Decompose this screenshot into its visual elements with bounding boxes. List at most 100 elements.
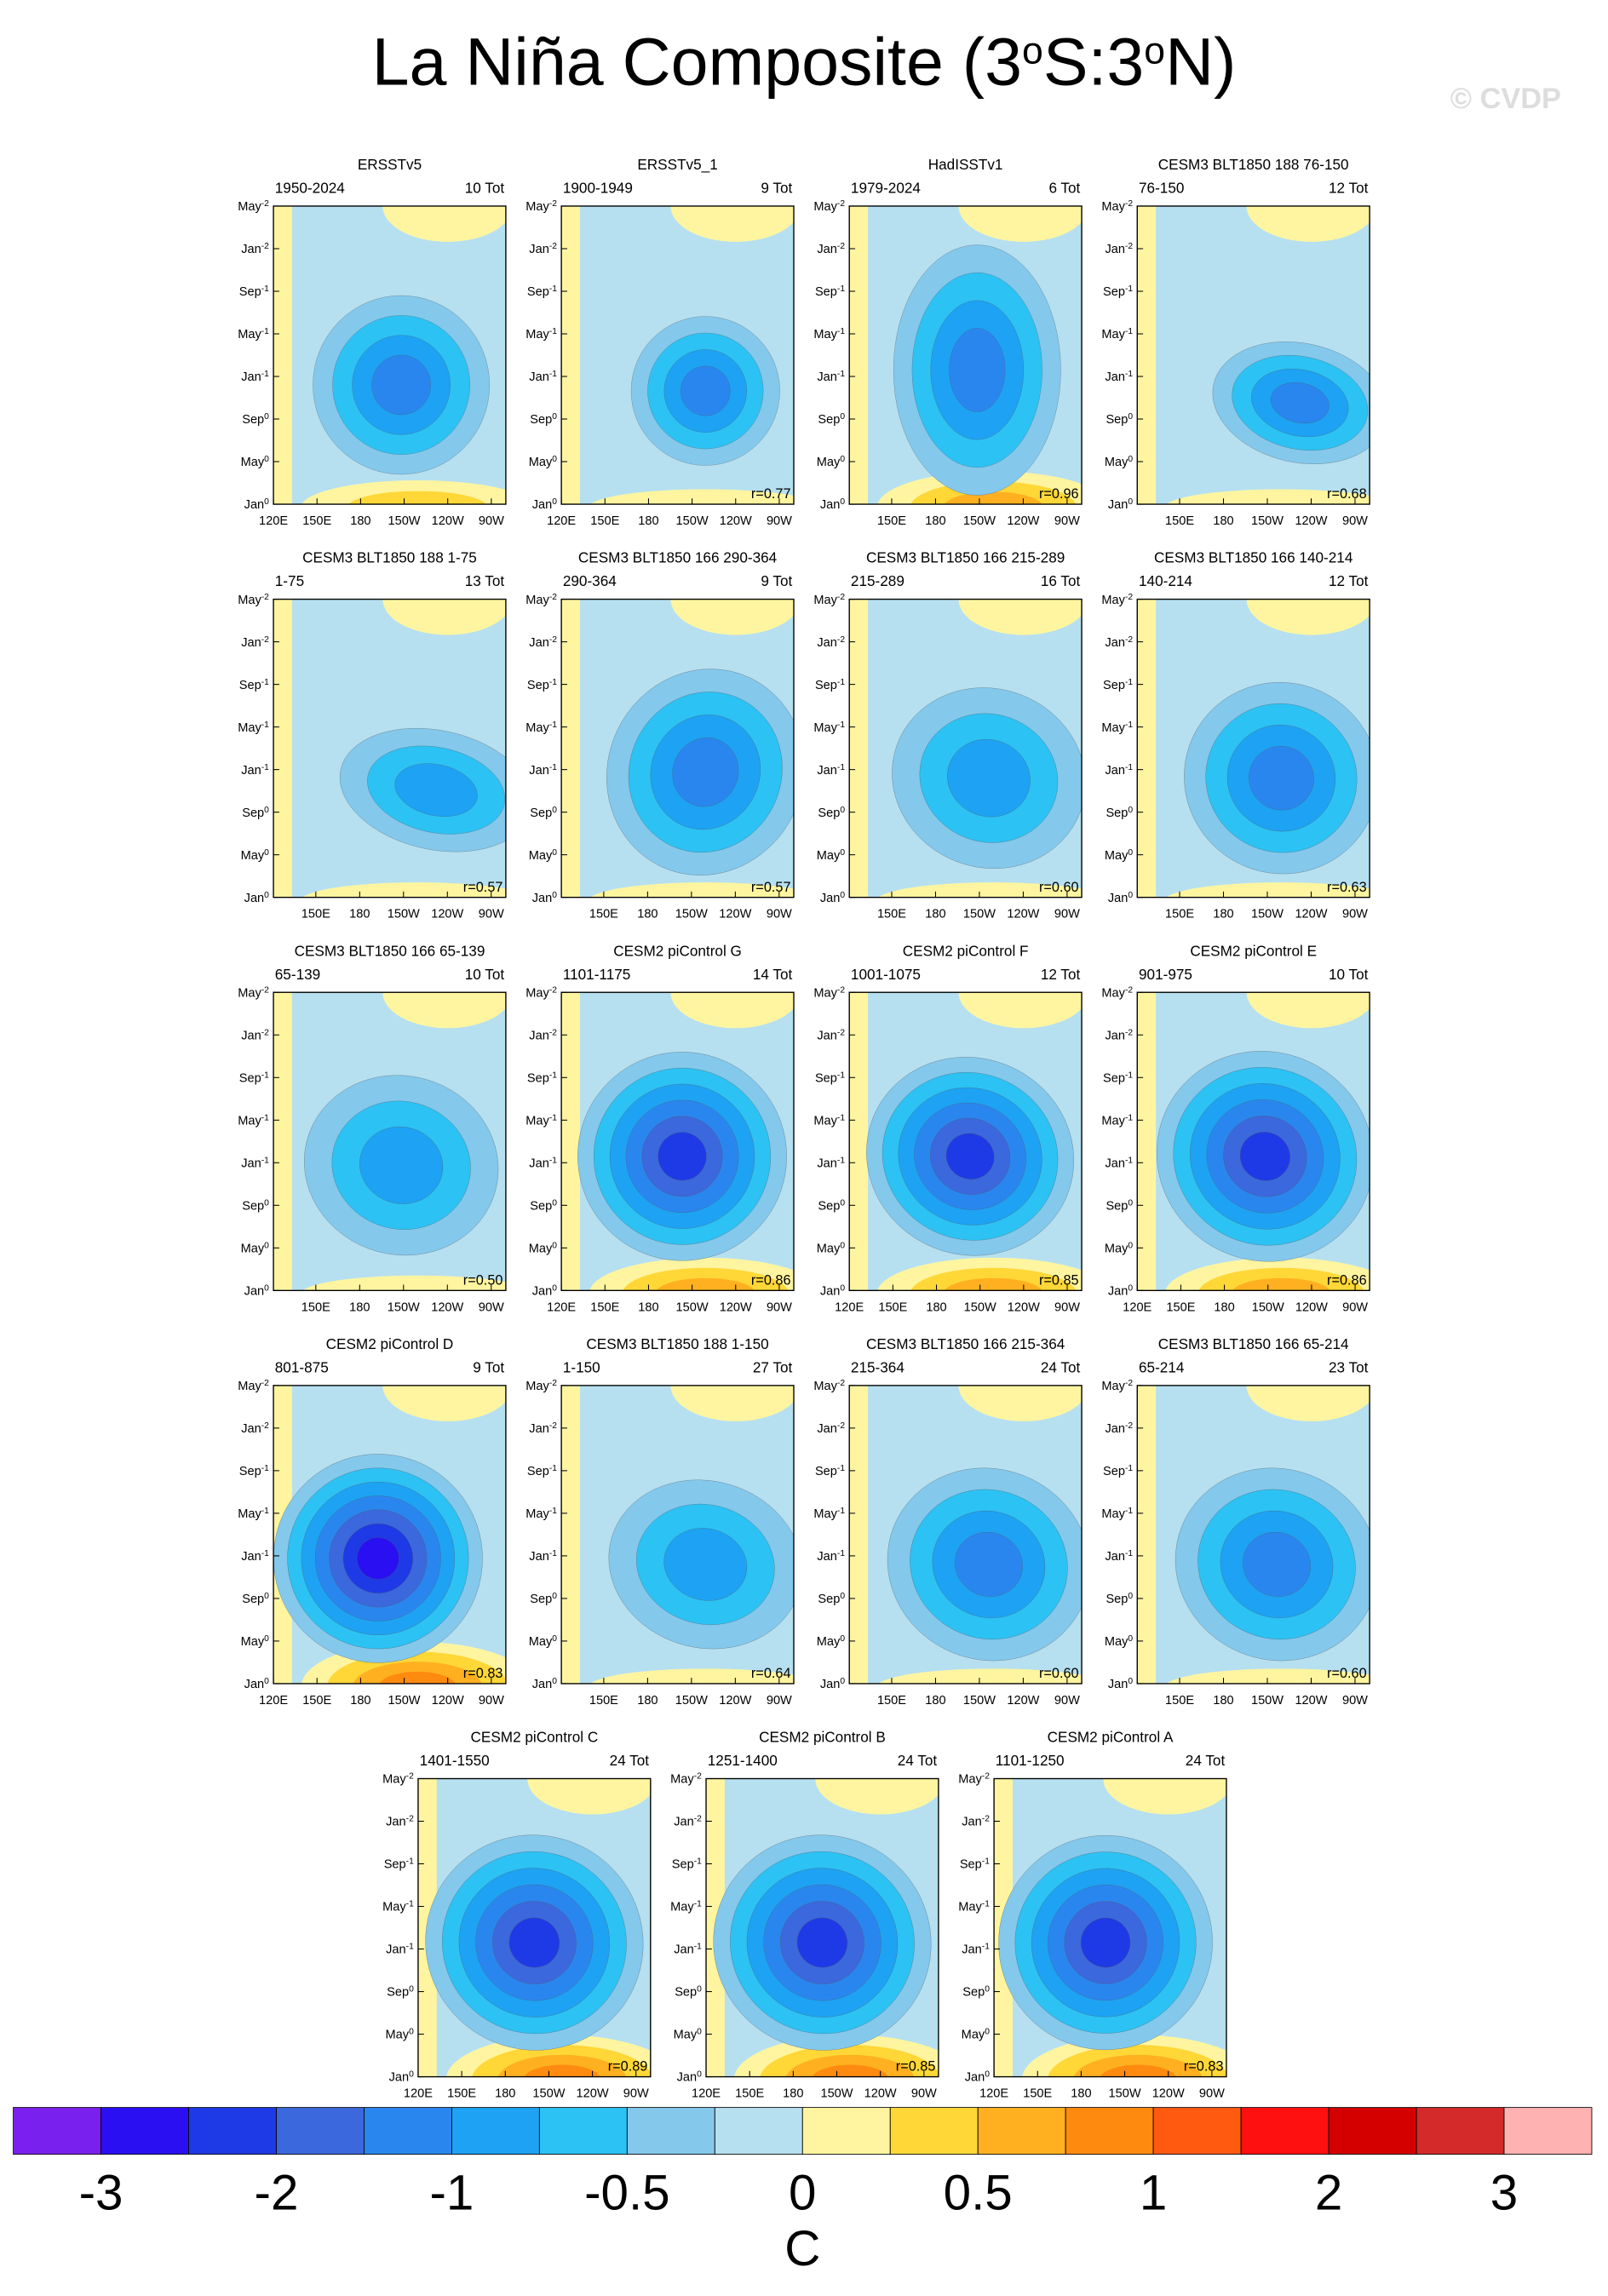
y-tick-label-text: Sep bbox=[242, 1593, 264, 1606]
x-tick-label: 180 bbox=[926, 1300, 946, 1314]
y-tick-label-text: Sep bbox=[1106, 1593, 1128, 1606]
y-tick-label-sup: -1 bbox=[1125, 1113, 1133, 1122]
y-tick-label-text: Sep bbox=[672, 1858, 694, 1872]
y-tick-label-text: May bbox=[529, 1242, 553, 1255]
y-tick-label: Jan0 bbox=[532, 1677, 558, 1692]
contour-field bbox=[849, 1385, 1083, 1684]
y-tick-label: Jan0 bbox=[244, 497, 270, 513]
y-tick-label-text: Sep bbox=[818, 413, 840, 427]
y-tick-label: Sep0 bbox=[1106, 1592, 1133, 1607]
y-tick-label-sup: 0 bbox=[1128, 412, 1133, 422]
plot-frame bbox=[705, 1777, 939, 2078]
y-tick-label-sup: -1 bbox=[1125, 1156, 1133, 1165]
y-tick-label: May0 bbox=[962, 2027, 991, 2042]
colorbar-tick-label: 0.5 bbox=[944, 2166, 1013, 2221]
y-tick-label-text: May bbox=[529, 1635, 553, 1649]
y-tick-label-text: Jan bbox=[529, 1550, 549, 1564]
x-tick-label: 120W bbox=[577, 2087, 609, 2101]
y-tick-label-text: Jan bbox=[965, 2071, 985, 2085]
y-tick-label: Sep-1 bbox=[1103, 677, 1133, 692]
y-tick-label-sup: 0 bbox=[840, 497, 845, 507]
y-tick-label-sup: -1 bbox=[837, 677, 845, 686]
y-tick-label: Sep-1 bbox=[239, 677, 269, 692]
y-tick-label-sup: 0 bbox=[1128, 1241, 1133, 1250]
correlation-label: r=0.57 bbox=[751, 880, 791, 895]
y-tick-label: Jan-2 bbox=[529, 1028, 557, 1042]
panel: CESM3 BLT1850 188 1-150 1-150 27 Tot r=0.64… bbox=[525, 1335, 795, 1708]
y-tick-label-text: Jan bbox=[1108, 498, 1128, 512]
x-tick-label: 180 bbox=[637, 908, 658, 921]
correlation-label: r=0.50 bbox=[463, 1272, 503, 1288]
y-tick-label: Jan-1 bbox=[817, 1549, 845, 1564]
y-tick-label-sup: -1 bbox=[261, 720, 269, 729]
y-tick-label-sup: -1 bbox=[837, 1071, 845, 1080]
x-tick-label: 120W bbox=[1295, 1300, 1328, 1314]
y-tick-label-text: May bbox=[1105, 1242, 1128, 1255]
panel-left-text: 290-364 bbox=[563, 572, 617, 589]
y-tick-label: Jan-1 bbox=[529, 1549, 557, 1564]
panel-right-text: 23 Tot bbox=[1329, 1358, 1369, 1375]
y-tick-label-sup: 0 bbox=[552, 1677, 557, 1686]
y-tick-label-sup: -1 bbox=[837, 1156, 845, 1165]
y-tick-label-sup: -2 bbox=[1125, 1028, 1133, 1037]
panel-left-text: 1251-1400 bbox=[708, 1752, 778, 1769]
y-tick-label-text: May bbox=[1101, 1114, 1125, 1128]
x-tick-label: 150E bbox=[589, 1694, 618, 1708]
contour-fill bbox=[945, 1133, 995, 1180]
y-tick-label-sup: -1 bbox=[1125, 677, 1133, 686]
y-tick-label-text: May bbox=[1101, 1380, 1125, 1393]
x-tick-label: 90W bbox=[479, 1300, 504, 1314]
y-tick-label: Sep0 bbox=[1106, 1198, 1133, 1214]
y-tick-label-sup: 0 bbox=[840, 412, 845, 422]
colorbar-box bbox=[801, 2107, 891, 2155]
contour-field bbox=[273, 205, 506, 505]
contour-fill bbox=[1232, 1277, 1330, 1291]
y-tick-label-sup: -1 bbox=[982, 1857, 990, 1866]
contour-fill bbox=[561, 992, 580, 1291]
panel-title: CESM2 piControl B bbox=[759, 1729, 886, 1746]
y-tick-label: May-1 bbox=[525, 327, 557, 342]
y-tick-label-text: Jan bbox=[386, 1943, 406, 1957]
x-tick-label: 150E bbox=[1165, 1694, 1194, 1708]
y-tick-label-text: Sep bbox=[1103, 1071, 1125, 1085]
y-tick-label-text: May bbox=[529, 849, 553, 863]
y-tick-label-text: Sep bbox=[242, 413, 264, 427]
y-tick-label-sup: -1 bbox=[261, 284, 269, 294]
plot-frame bbox=[848, 991, 1083, 1292]
contour-fill bbox=[1166, 489, 1370, 505]
y-tick-label-sup: -2 bbox=[549, 199, 557, 209]
y-tick-label-text: May bbox=[813, 1507, 837, 1521]
y-tick-label: Jan-2 bbox=[529, 242, 557, 256]
y-tick-label-text: Jan bbox=[677, 2071, 698, 2085]
x-tick-label: 150E bbox=[735, 2087, 764, 2101]
y-tick-label: May0 bbox=[241, 847, 270, 863]
y-tick-label-sup: -2 bbox=[549, 1421, 557, 1431]
y-tick-label-sup: -1 bbox=[1125, 284, 1133, 294]
panel-left-text: 140-214 bbox=[1139, 572, 1192, 589]
contour-fill bbox=[849, 1385, 869, 1684]
contour-fill bbox=[955, 1532, 1023, 1597]
y-tick-label-sup: -1 bbox=[261, 1549, 269, 1558]
y-tick-label: May0 bbox=[1105, 1241, 1134, 1255]
y-tick-label: Jan-2 bbox=[529, 1421, 557, 1436]
y-tick-label: Jan-1 bbox=[1105, 370, 1133, 385]
x-tick-label: 90W bbox=[1054, 908, 1080, 921]
y-tick-label: May0 bbox=[529, 455, 558, 470]
y-tick-label: Jan-2 bbox=[1105, 242, 1133, 256]
panel-title: CESM2 piControl C bbox=[471, 1729, 599, 1746]
y-tick-label-sup: 0 bbox=[840, 455, 845, 464]
panel: ERSSTv5 1950-2024 10 Tot 120E 150E 180 150W 120… bbox=[238, 156, 507, 528]
panel-left-text: 65-214 bbox=[1139, 1358, 1185, 1375]
y-tick-label-sup: 0 bbox=[264, 890, 269, 899]
x-tick-label: 150W bbox=[532, 2087, 565, 2101]
contour-fill bbox=[302, 1275, 506, 1291]
x-tick-label: 150W bbox=[964, 1300, 996, 1314]
y-tick-label-sup: -1 bbox=[406, 1942, 414, 1951]
contour-fill bbox=[379, 1671, 456, 1684]
x-tick-label: 120W bbox=[1295, 514, 1327, 528]
y-tick-label: Jan-2 bbox=[1105, 634, 1133, 650]
panel-title: CESM3 BLT1850 188 1-150 bbox=[586, 1335, 768, 1352]
plot-frame bbox=[848, 598, 1083, 898]
x-tick-label: 150W bbox=[963, 514, 996, 528]
x-tick-label: 150W bbox=[1252, 1300, 1284, 1314]
